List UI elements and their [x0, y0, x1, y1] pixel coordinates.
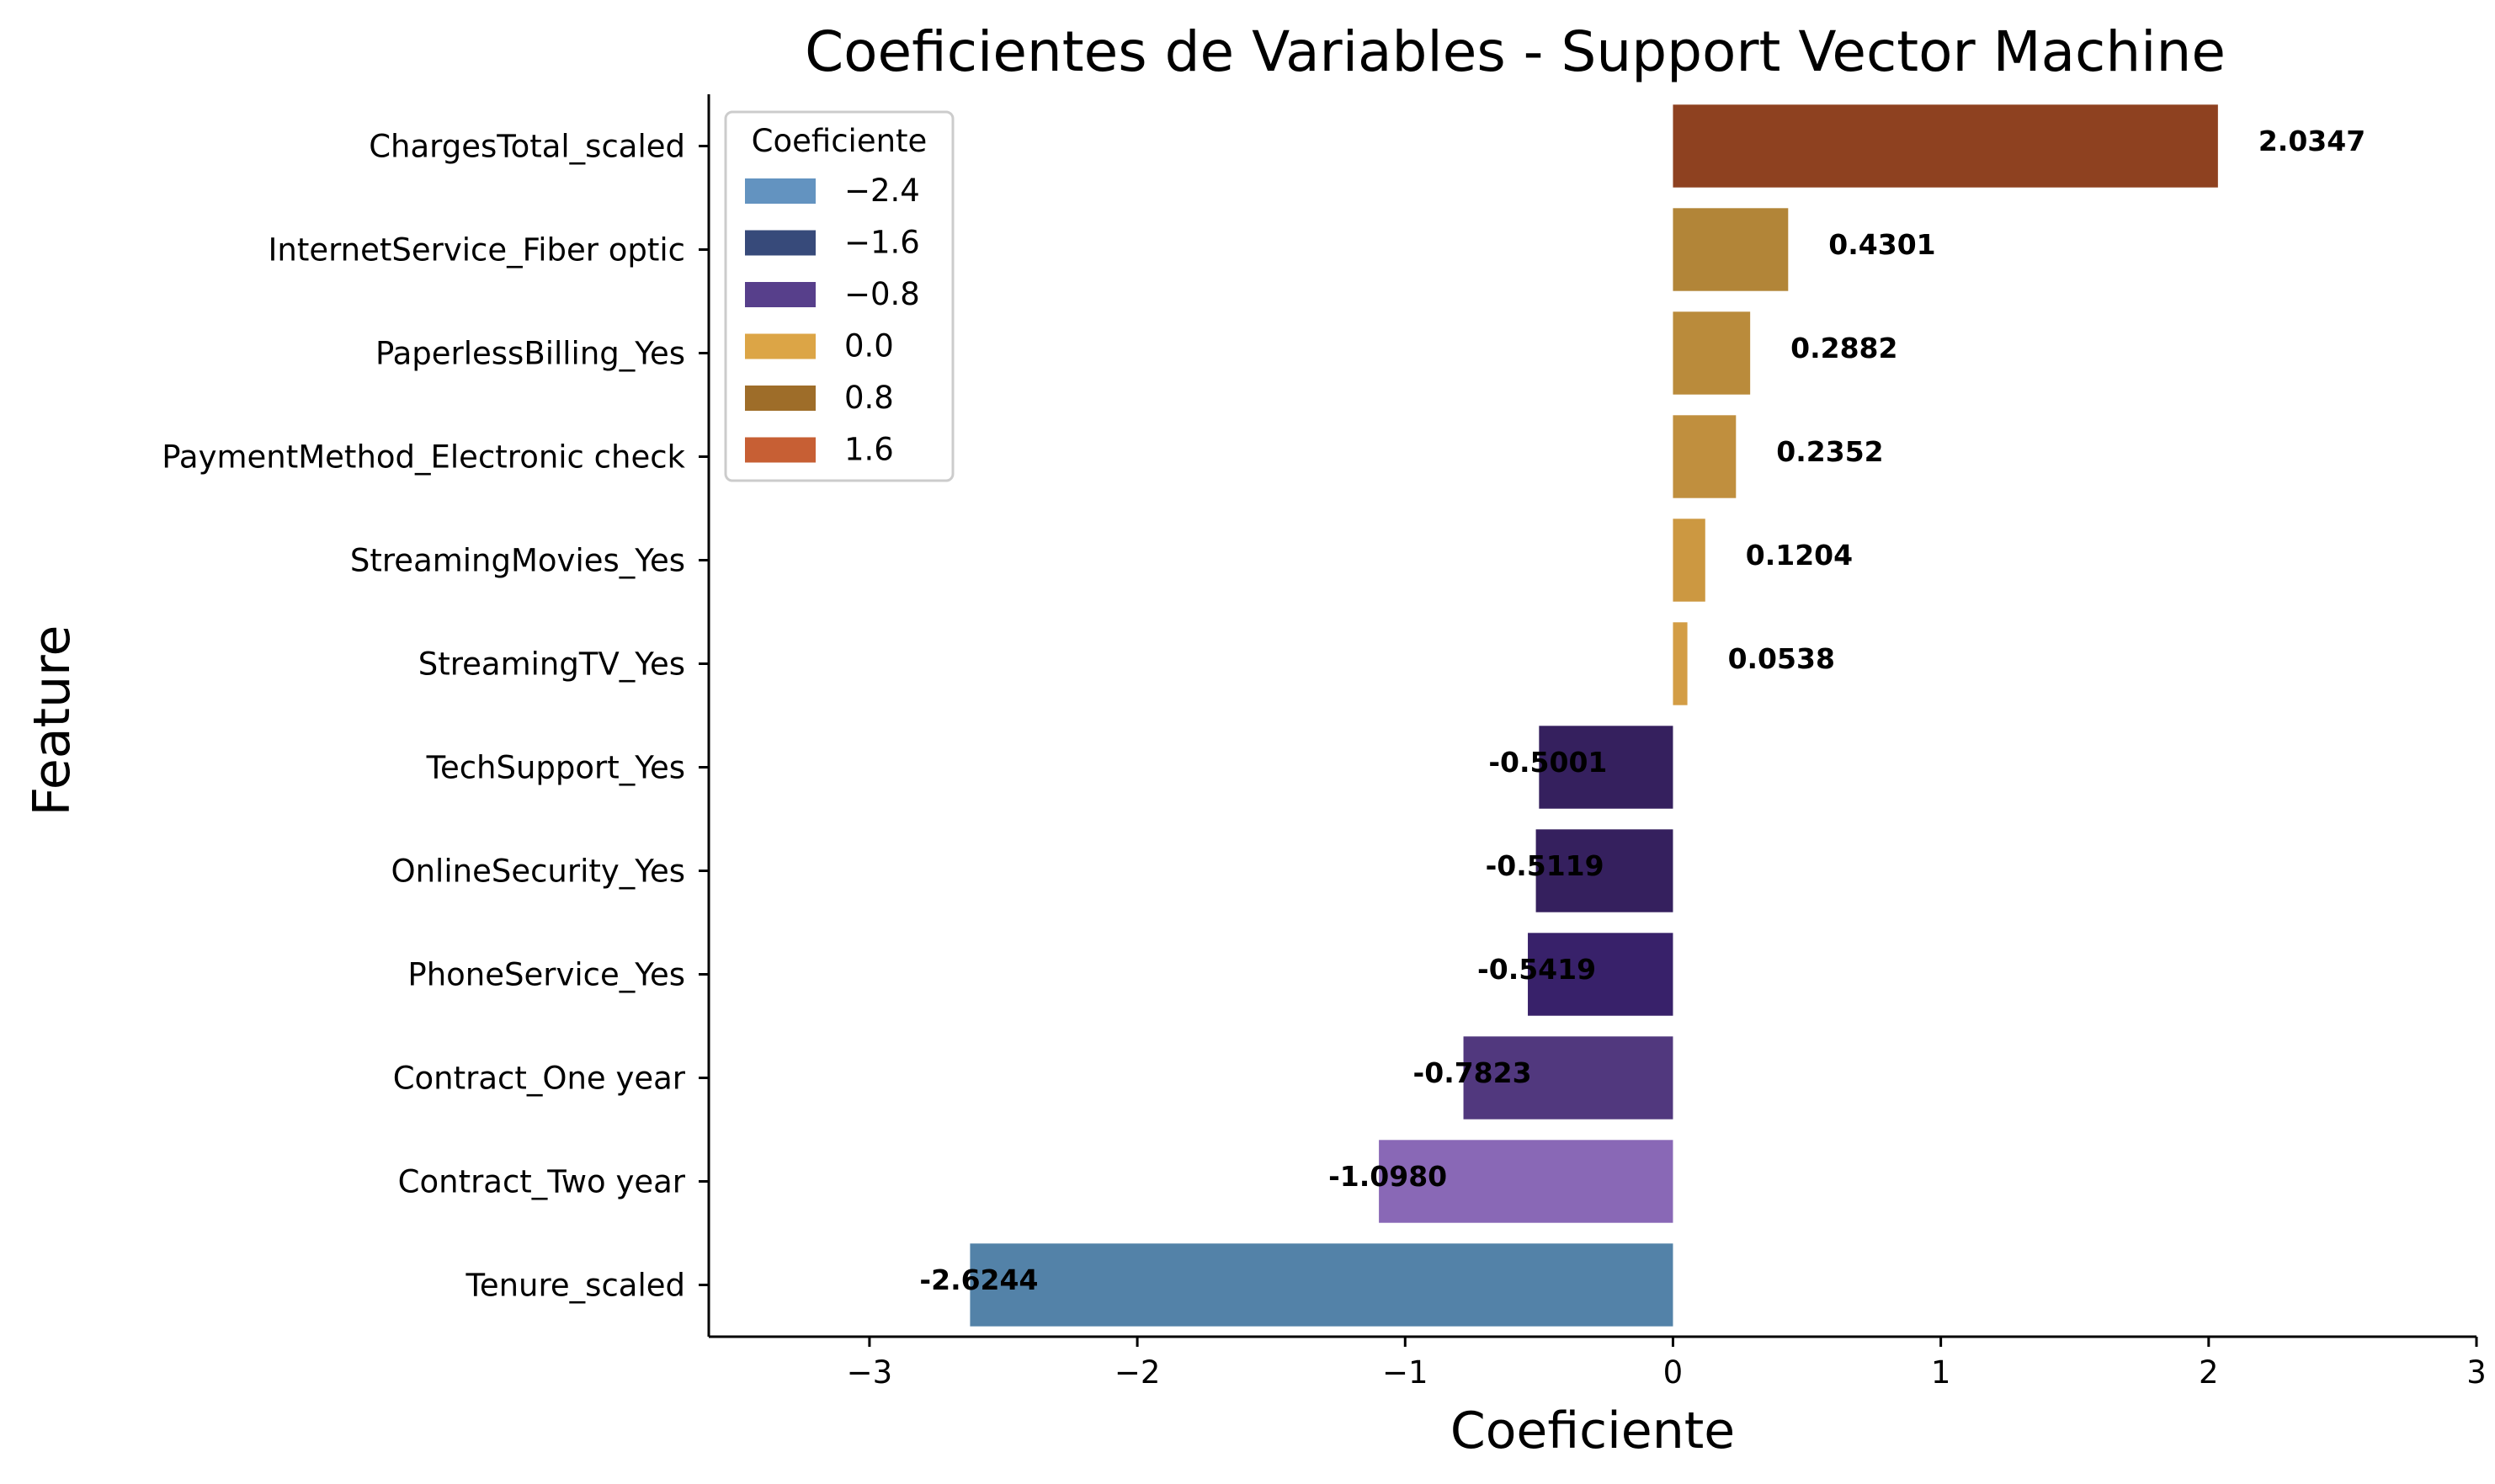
y-tick-label: Contract_One year — [393, 1061, 686, 1097]
x-tick-label: −3 — [847, 1354, 893, 1391]
legend-label: 1.6 — [844, 432, 894, 468]
x-tick-label: 1 — [1931, 1354, 1951, 1391]
x-tick-label: 2 — [2199, 1354, 2219, 1391]
y-axis-label: Feature — [23, 625, 82, 816]
bar — [1539, 726, 1673, 809]
data-label: 0.1204 — [1746, 539, 1853, 572]
bar — [970, 1243, 1673, 1327]
x-tick-label: −1 — [1382, 1354, 1428, 1391]
data-label: 0.2352 — [1776, 435, 1883, 468]
bar — [1379, 1140, 1673, 1223]
x-tick-label: 0 — [1663, 1354, 1684, 1391]
data-label: 0.2882 — [1790, 332, 1897, 364]
x-axis-label: Coeficiente — [1450, 1402, 1735, 1460]
x-tick-label: 3 — [2466, 1354, 2487, 1391]
legend-entries: −2.4 −1.6 −0.8 0.0 0.8 1.6 — [745, 173, 920, 468]
data-label: -0.7823 — [1413, 1056, 1532, 1089]
x-tick-label: −2 — [1115, 1354, 1161, 1391]
data-label: -0.5119 — [1486, 849, 1604, 882]
y-tick-label: InternetService_Fiber optic — [268, 232, 685, 269]
legend-label: 0.8 — [844, 380, 894, 416]
bar — [1673, 415, 1737, 498]
y-tick-label: StreamingMovies_Yes — [350, 543, 685, 579]
legend: Coeficiente −2.4 −1.6 −0.8 0.0 0.8 1.6 — [724, 110, 955, 482]
data-label: 0.4301 — [1828, 228, 1935, 261]
y-tick-label: Tenure_scaled — [465, 1268, 685, 1304]
y-tick-label: ChargesTotal_scaled — [369, 129, 685, 165]
bar — [1673, 622, 1688, 705]
data-label: 2.0347 — [2258, 125, 2365, 157]
y-tick-label: TechSupport_Yes — [426, 750, 685, 786]
legend-swatch — [745, 437, 816, 463]
y-tick-label: PaperlessBilling_Yes — [375, 336, 685, 372]
y-tick-label: PaymentMethod_Electronic check — [162, 439, 685, 476]
legend-title: Coeficiente — [752, 123, 928, 159]
y-tick-label: Contract_Two year — [398, 1164, 686, 1200]
y-tick-label: PhoneService_Yes — [407, 957, 685, 993]
legend-swatch — [745, 386, 816, 411]
chart-title: Coeficientes de Variables - Support Vect… — [805, 19, 2226, 84]
bar — [1535, 829, 1673, 912]
bar — [1673, 104, 2218, 188]
legend-label: 0.0 — [844, 328, 894, 364]
bar — [1673, 519, 1705, 602]
y-tick-label: OnlineSecurity_Yes — [391, 854, 685, 890]
legend-swatch — [745, 333, 816, 359]
legend-swatch — [745, 282, 816, 307]
data-label: -0.5001 — [1488, 746, 1607, 779]
legend-swatch — [745, 230, 816, 256]
bar — [1673, 311, 1751, 395]
plot-area: 2.0347 0.4301 0.2882 0.2352 0.1204 0.0538 -0.5… — [919, 104, 2365, 1327]
y-tick-label: StreamingTV_Yes — [418, 646, 685, 683]
legend-swatch — [745, 178, 816, 204]
bar — [1673, 208, 1789, 291]
bar — [1463, 1036, 1673, 1120]
bar — [1528, 933, 1673, 1016]
legend-label: −2.4 — [844, 173, 920, 209]
data-label: -2.6244 — [919, 1263, 1038, 1296]
data-label: 0.0538 — [1728, 642, 1835, 675]
data-label: -0.5419 — [1477, 953, 1596, 986]
y-axis-ticks: ChargesTotal_scaled InternetService_Fiber… — [162, 129, 709, 1304]
legend-label: −1.6 — [844, 225, 920, 261]
legend-label: −0.8 — [844, 276, 920, 312]
data-label: -1.0980 — [1328, 1160, 1447, 1193]
x-axis-ticks: −3 −2 −1 0 1 2 3 — [847, 1337, 2487, 1391]
